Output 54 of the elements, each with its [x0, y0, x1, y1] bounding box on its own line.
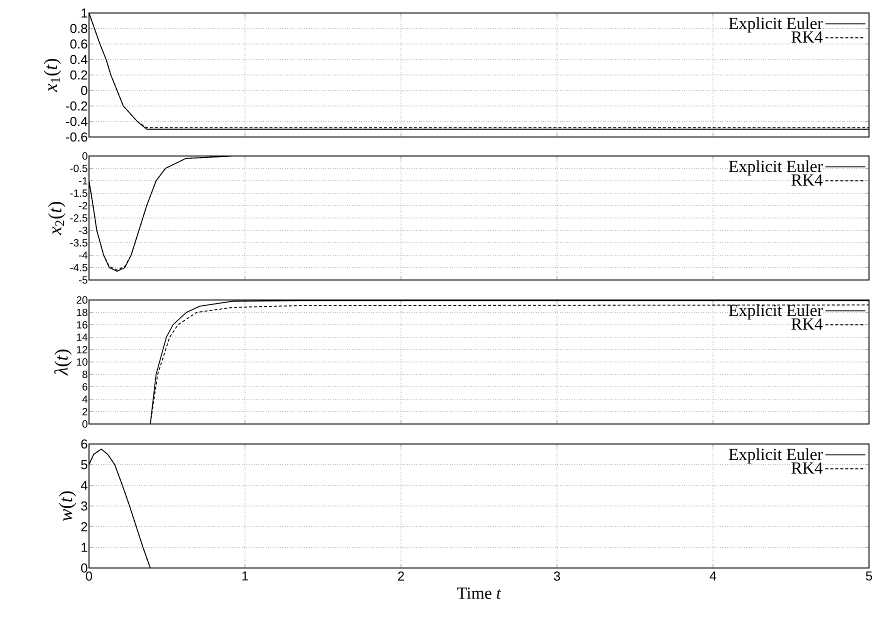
y-tick-label: -2 — [78, 202, 88, 210]
y-tick-label: 0 — [81, 563, 88, 573]
y-tick-label: -2.5 — [70, 214, 88, 222]
x-tick-label: 5 — [866, 572, 872, 581]
y-tick-label: -0.6 — [66, 132, 88, 142]
y-tick-label: 2 — [82, 408, 88, 416]
y-tick-label: 8 — [82, 370, 88, 378]
y-tick-label: 18 — [76, 308, 88, 316]
y-tick-label: -1 — [78, 177, 88, 184]
legend-label: RK4 — [791, 31, 823, 43]
y-tick-label: -0.2 — [66, 101, 88, 111]
y-tick-label: 3 — [81, 501, 88, 511]
y-tick-label: 6 — [82, 383, 88, 391]
y-tick-label: -0.4 — [66, 116, 88, 126]
y-tick-label: 2 — [81, 522, 88, 532]
y-tick-label: -4 — [78, 252, 88, 259]
x-axis-title: Time t — [457, 588, 502, 599]
y-tick-label: 10 — [76, 358, 88, 366]
y-tick-label: 0 — [82, 420, 88, 428]
y-tick-label: 0.8 — [70, 24, 88, 34]
y-axis-title: x$_{1}$(t) — [44, 58, 61, 92]
y-axis-title: w(t) — [58, 491, 76, 521]
y-tick-label: 0 — [82, 152, 88, 160]
y-tick-label: 5 — [81, 460, 88, 470]
y-axis-title: λ(t) — [54, 350, 72, 376]
y-axis-title: x$_{2}$(t) — [48, 202, 66, 236]
x-tick-label: 3 — [554, 572, 560, 581]
y-tick-label: -1.5 — [70, 190, 88, 197]
y-tick-label: -3 — [78, 226, 88, 234]
y-tick-label: -5 — [78, 276, 88, 284]
x-tick-label: 1 — [242, 572, 248, 580]
legend-label: RK4 — [791, 462, 823, 474]
y-tick-label: 6 — [81, 439, 88, 449]
legend-label: Explicit Euler — [728, 448, 823, 464]
legend-label: RK4 — [791, 174, 823, 186]
y-tick-label: 4 — [82, 396, 88, 403]
legend-label: RK4 — [791, 318, 823, 330]
y-tick-label: 0.2 — [70, 70, 88, 80]
legend-label: Explicit Euler — [728, 304, 823, 320]
y-tick-label: 0 — [81, 86, 88, 96]
y-tick-label: 16 — [76, 321, 88, 329]
y-tick-label: 1 — [82, 542, 88, 552]
y-tick-label: 14 — [76, 334, 88, 341]
y-tick-label: 0.6 — [70, 39, 88, 49]
y-tick-label: -0.5 — [70, 164, 88, 172]
y-tick-label: -3.5 — [70, 239, 88, 247]
y-tick-label: -4.5 — [70, 264, 88, 272]
y-tick-label: 4 — [80, 480, 88, 490]
y-tick-label: 12 — [76, 346, 88, 354]
x-tick-label: 2 — [398, 572, 404, 581]
y-tick-label: 0.4 — [70, 54, 88, 64]
y-tick-label: 1 — [82, 8, 88, 18]
y-tick-label: 20 — [76, 296, 88, 304]
x-tick-label: 4 — [710, 572, 716, 580]
